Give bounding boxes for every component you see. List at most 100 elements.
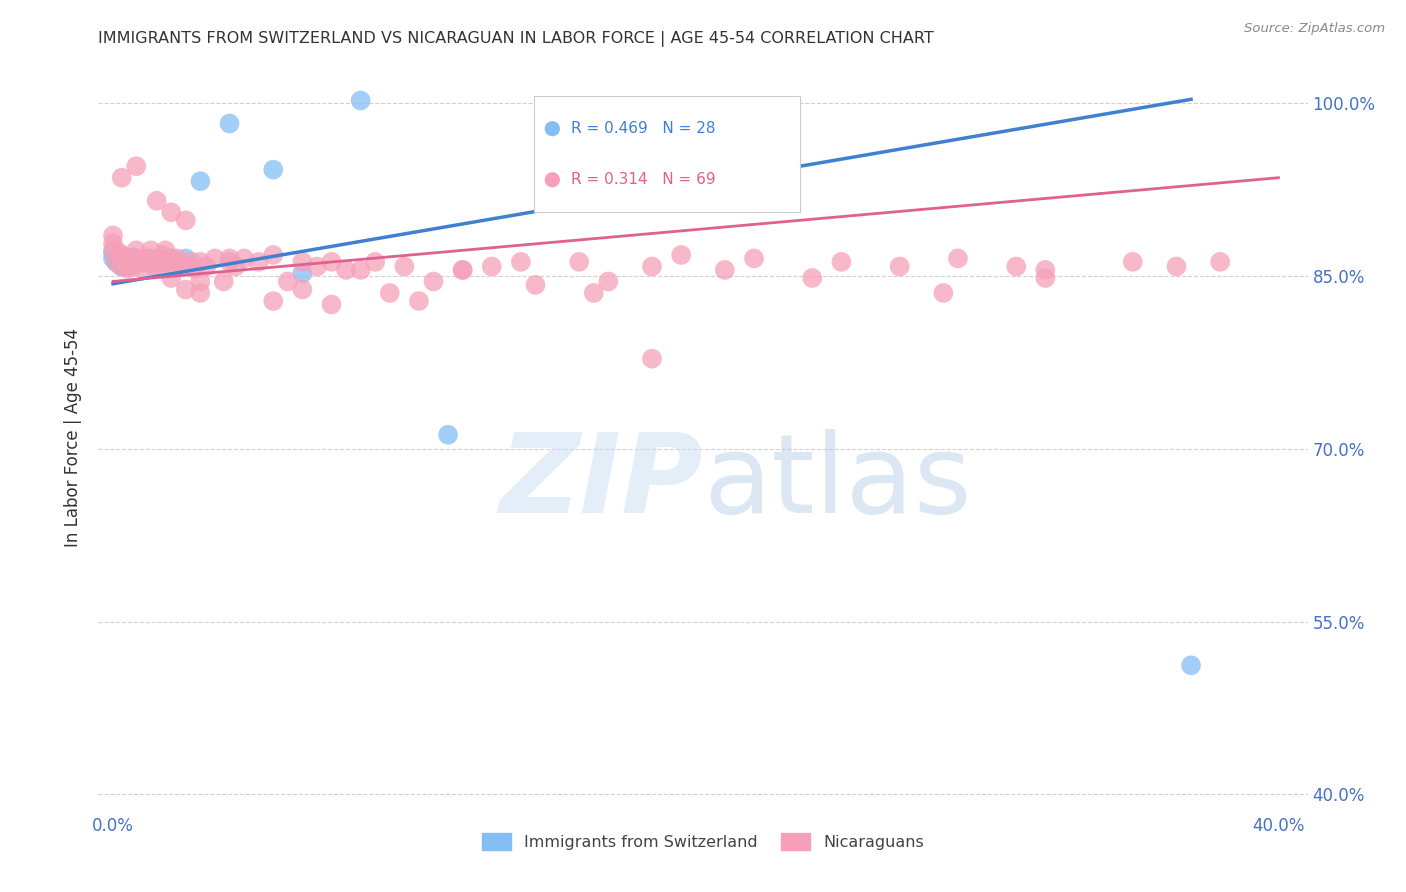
Point: [145, 261, 167, 276]
Point: [247, 255, 270, 269]
Point: [277, 275, 299, 289]
Point: [889, 260, 911, 274]
Point: [1122, 255, 1144, 269]
Point: [122, 250, 145, 264]
Point: [108, 257, 131, 271]
Point: [262, 248, 284, 262]
Point: [131, 255, 153, 269]
Point: [117, 252, 139, 267]
Text: Source: ZipAtlas.com: Source: ZipAtlas.com: [1244, 22, 1385, 36]
Point: [1005, 260, 1028, 274]
Point: [163, 260, 186, 274]
Point: [125, 244, 148, 258]
Point: [101, 228, 124, 243]
Point: [830, 255, 852, 269]
Point: [422, 275, 444, 289]
Point: [149, 252, 172, 266]
Point: [1180, 658, 1202, 673]
Point: [335, 263, 357, 277]
Point: [166, 252, 188, 266]
Point: [160, 205, 183, 219]
Point: [524, 277, 547, 292]
Point: [180, 255, 202, 269]
Point: [932, 285, 955, 300]
Point: [125, 255, 148, 269]
Point: [114, 255, 136, 269]
Point: [212, 275, 235, 289]
Point: [394, 260, 416, 274]
Point: [218, 116, 240, 130]
Point: [582, 285, 605, 300]
Point: [111, 260, 134, 274]
Point: [364, 255, 387, 269]
Point: [183, 261, 205, 276]
Point: [321, 255, 343, 269]
Point: [946, 252, 969, 266]
Point: [714, 263, 737, 277]
Point: [166, 255, 188, 269]
Point: [117, 252, 139, 266]
Point: [350, 94, 373, 108]
Point: [111, 260, 134, 274]
Point: [160, 255, 183, 269]
Point: [122, 260, 145, 274]
Point: [568, 255, 591, 269]
Point: [139, 244, 162, 258]
Y-axis label: In Labor Force | Age 45-54: In Labor Force | Age 45-54: [65, 327, 83, 547]
Point: [131, 261, 153, 276]
Text: IMMIGRANTS FROM SWITZERLAND VS NICARAGUAN IN LABOR FORCE | AGE 45-54 CORRELATION: IMMIGRANTS FROM SWITZERLAND VS NICARAGUA…: [98, 31, 934, 47]
Point: [125, 159, 148, 173]
Point: [160, 271, 183, 285]
Point: [190, 285, 212, 300]
Point: [149, 255, 172, 269]
Point: [598, 275, 620, 289]
Point: [204, 252, 226, 266]
Point: [117, 260, 139, 274]
Point: [139, 255, 162, 269]
Point: [108, 245, 131, 260]
Point: [101, 236, 124, 251]
Point: [111, 248, 134, 262]
Point: [134, 255, 156, 269]
Point: [142, 260, 165, 274]
Point: [120, 255, 142, 269]
Point: [101, 252, 124, 266]
Legend: Immigrants from Switzerland, Nicaraguans: Immigrants from Switzerland, Nicaraguans: [475, 827, 931, 856]
Point: [262, 162, 284, 177]
Point: [451, 263, 474, 277]
Point: [174, 260, 197, 274]
Point: [378, 285, 401, 300]
Text: atlas: atlas: [703, 428, 972, 535]
Point: [190, 255, 212, 269]
Point: [145, 194, 167, 208]
Point: [169, 255, 191, 269]
Point: [174, 283, 197, 297]
Point: [801, 271, 824, 285]
Point: [262, 294, 284, 309]
Point: [195, 260, 218, 274]
Point: [125, 252, 148, 266]
Point: [1166, 260, 1188, 274]
Point: [104, 255, 127, 269]
Point: [1033, 271, 1056, 285]
Point: [509, 255, 531, 269]
Point: [218, 252, 240, 266]
Point: [145, 252, 167, 266]
Point: [641, 351, 664, 366]
Point: [111, 252, 134, 266]
Point: [451, 263, 474, 277]
Point: [152, 248, 174, 262]
Point: [305, 260, 328, 274]
Point: [155, 255, 177, 269]
Point: [190, 174, 212, 188]
Point: [291, 255, 314, 269]
Point: [155, 244, 177, 258]
Point: [104, 255, 127, 269]
Point: [174, 213, 197, 227]
Point: [350, 263, 373, 277]
Point: [101, 245, 124, 260]
Point: [114, 255, 136, 269]
Point: [190, 275, 212, 289]
Point: [160, 252, 183, 266]
Point: [742, 252, 765, 266]
